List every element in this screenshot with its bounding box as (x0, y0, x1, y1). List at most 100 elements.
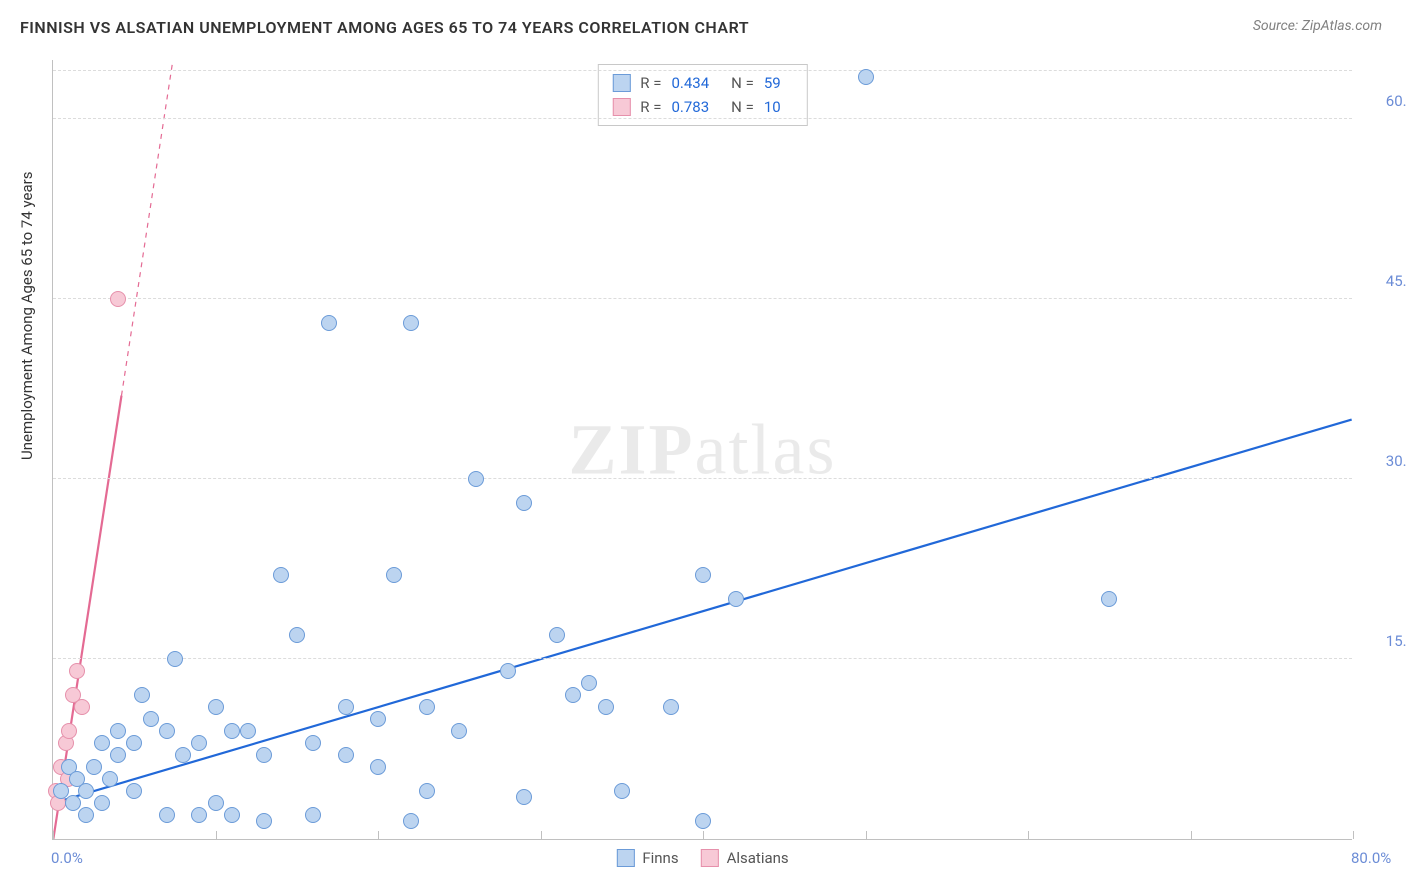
point-finns (549, 627, 565, 643)
r-value-finns: 0.434 (671, 71, 709, 95)
x-tick-mark (53, 831, 54, 839)
n-label: N = (731, 95, 754, 119)
point-finns (516, 789, 532, 805)
x-tick-mark (1353, 831, 1354, 839)
point-alsatians (69, 663, 85, 679)
point-finns (370, 711, 386, 727)
point-finns (305, 735, 321, 751)
legend-label-alsatians: Alsatians (727, 849, 789, 867)
point-finns (1101, 591, 1117, 607)
point-finns (167, 651, 183, 667)
point-finns (110, 747, 126, 763)
point-finns (94, 735, 110, 751)
y-tick-label: 45.0% (1386, 272, 1406, 290)
watermark-bold: ZIP (569, 409, 695, 489)
gridline-h (53, 298, 1352, 299)
point-finns (581, 675, 597, 691)
point-finns (516, 495, 532, 511)
point-finns (191, 807, 207, 823)
chart-container: FINNISH VS ALSATIAN UNEMPLOYMENT AMONG A… (0, 0, 1406, 892)
y-tick-label: 60.0% (1386, 92, 1406, 110)
legend-label-finns: Finns (642, 849, 678, 867)
swatch-alsatians (612, 98, 630, 116)
point-finns (159, 807, 175, 823)
point-finns (403, 813, 419, 829)
point-finns (663, 699, 679, 715)
point-finns (289, 627, 305, 643)
point-finns (86, 759, 102, 775)
x-tick-mark (1028, 831, 1029, 839)
legend-swatch-finns (616, 849, 634, 867)
point-finns (321, 315, 337, 331)
n-value-finns: 59 (764, 71, 781, 95)
gridline-h (53, 478, 1352, 479)
point-finns (78, 807, 94, 823)
point-finns (224, 807, 240, 823)
point-finns (695, 813, 711, 829)
point-finns (208, 795, 224, 811)
point-finns (419, 783, 435, 799)
stats-row-alsatians: R = 0.783 N = 10 (612, 95, 792, 119)
stats-box: R = 0.434 N = 59 R = 0.783 N = 10 (597, 64, 807, 126)
point-finns (728, 591, 744, 607)
point-finns (240, 723, 256, 739)
point-finns (126, 783, 142, 799)
swatch-finns (612, 74, 630, 92)
point-finns (102, 771, 118, 787)
point-finns (598, 699, 614, 715)
point-finns (175, 747, 191, 763)
point-finns (224, 723, 240, 739)
x-tick-mark (216, 831, 217, 839)
point-alsatians (74, 699, 90, 715)
x-tick-mark (541, 831, 542, 839)
point-finns (208, 699, 224, 715)
point-finns (695, 567, 711, 583)
point-finns (370, 759, 386, 775)
legend: Finns Alsatians (616, 849, 788, 867)
n-value-alsatians: 10 (764, 95, 781, 119)
point-finns (94, 795, 110, 811)
point-finns (256, 813, 272, 829)
point-finns (191, 735, 207, 751)
point-finns (110, 723, 126, 739)
point-finns (386, 567, 402, 583)
legend-swatch-alsatians (701, 849, 719, 867)
point-finns (65, 795, 81, 811)
point-finns (143, 711, 159, 727)
x-tick-mark (866, 831, 867, 839)
x-tick-label: 0.0% (51, 849, 83, 867)
source-attribution: Source: ZipAtlas.com (1253, 18, 1382, 34)
x-tick-mark (378, 831, 379, 839)
r-label: R = (640, 71, 661, 95)
y-tick-label: 30.0% (1386, 452, 1406, 470)
point-finns (134, 687, 150, 703)
gridline-h (53, 118, 1352, 119)
legend-item-finns: Finns (616, 849, 678, 867)
point-finns (614, 783, 630, 799)
point-finns (565, 687, 581, 703)
point-finns (338, 699, 354, 715)
stats-row-finns: R = 0.434 N = 59 (612, 71, 792, 95)
x-tick-mark (703, 831, 704, 839)
point-finns (305, 807, 321, 823)
y-axis-label: Unemployment Among Ages 65 to 74 years (18, 172, 36, 460)
point-finns (159, 723, 175, 739)
point-finns (403, 315, 419, 331)
gridline-h (53, 70, 1352, 71)
point-alsatians (110, 291, 126, 307)
point-finns (468, 471, 484, 487)
x-tick-label: 80.0% (1351, 849, 1391, 867)
point-finns (419, 699, 435, 715)
point-finns (126, 735, 142, 751)
point-finns (500, 663, 516, 679)
chart-title: FINNISH VS ALSATIAN UNEMPLOYMENT AMONG A… (20, 18, 749, 37)
point-finns (78, 783, 94, 799)
gridline-h (53, 658, 1352, 659)
point-finns (451, 723, 467, 739)
point-finns (256, 747, 272, 763)
watermark-light: atlas (695, 409, 837, 489)
r-value-alsatians: 0.783 (671, 95, 709, 119)
r-label: R = (640, 95, 661, 119)
point-finns (273, 567, 289, 583)
n-label: N = (731, 71, 754, 95)
